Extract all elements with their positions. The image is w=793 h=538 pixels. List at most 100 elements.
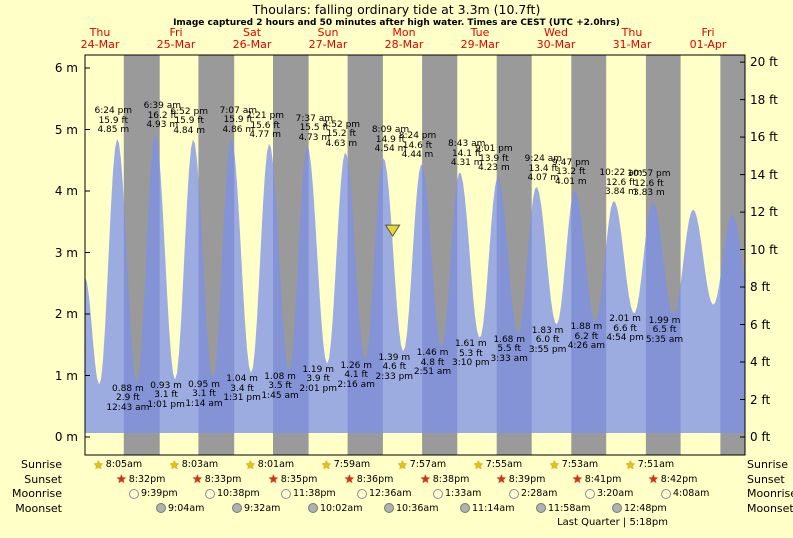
astro-time-text: 9:39pm [141, 488, 178, 499]
annotation-line: 7:07 am [219, 105, 257, 116]
annotation-line: 6:52 pm [170, 106, 208, 117]
astro-time-text: 7:51am [637, 459, 675, 470]
sunset-marker-icon: ★ [268, 472, 279, 486]
astro-time-text: 8:01am [257, 459, 295, 470]
annotation-line: 1.19 m [302, 364, 335, 375]
annotation-line: 1.61 m [454, 339, 487, 349]
moonrise-marker-icon [585, 488, 595, 499]
annotation-line: 2:01 pm [299, 383, 337, 394]
annotation-line: 4.8 ft [420, 357, 445, 368]
high-tide-annotation: 7:21 pm 15.6 ft 4.77 m [246, 112, 284, 141]
moonrise-time: 12:36am [357, 487, 411, 500]
annotation-line: 4.54 m [374, 144, 407, 155]
day-label: Sat 26-Mar [232, 26, 272, 51]
astro-time-text: 7:59am [333, 459, 371, 470]
annotation-line: 7:37 am [295, 113, 333, 124]
y-axis-label-meters: 1 m [54, 368, 78, 383]
day-label: Thu 24-Mar [80, 26, 120, 51]
annotation-line: 3.9 ft [306, 374, 331, 385]
sunset-time: ★ 8:33pm [192, 473, 241, 486]
annotation-line: 2:16 am [337, 379, 375, 390]
moonset-row-label: Moonset [747, 501, 793, 515]
annotation-line: 9:47 pm [552, 157, 590, 168]
high-tide-annotation: 10:22 am 12.6 ft 3.84 m [599, 169, 642, 198]
astro-time-text: 8:35pm [280, 473, 318, 485]
annotation-line: 0.95 m [188, 379, 220, 390]
day-label: Sun 27-Mar [308, 26, 348, 51]
sunrise-time: ★ 7:59am [321, 458, 370, 471]
annotation-line: 13.4 ft [528, 163, 559, 174]
annotation-line: 4.23 m [478, 163, 510, 174]
annotation-line: 10:22 am [599, 168, 643, 179]
annotation-line: 8:43 am [448, 139, 486, 150]
moonrise-marker-icon [357, 488, 367, 499]
sunrise-marker-icon: ★ [625, 457, 636, 472]
sunset-marker-icon: ★ [496, 472, 507, 486]
annotation-line: 3:55 pm [528, 344, 567, 355]
sunrise-marker-icon: ★ [169, 457, 180, 472]
sunrise-marker-icon: ★ [93, 457, 104, 472]
annotation-line: 3.1 ft [154, 390, 178, 401]
low-tide-annotation: 1.68 m 5.5 ft 3:33 am [491, 335, 528, 365]
annotation-line: 5:35 am [645, 334, 684, 345]
sunset-marker-icon: ★ [572, 472, 583, 486]
annotation-line: 6.0 ft [535, 335, 560, 345]
annotation-line: 6:39 am [143, 101, 181, 112]
day-label: Thu 31-Mar [612, 26, 652, 51]
annotation-line: 4.1 ft [344, 370, 369, 380]
annotation-line: 5.3 ft [458, 348, 483, 359]
annotation-line: 0.93 m [150, 380, 182, 391]
astro-time-text: 11:38pm [293, 488, 336, 499]
annotation-line: 12.6 ft [606, 177, 636, 188]
current-tide-marker-icon [384, 224, 401, 238]
annotation-line: 14.9 ft [375, 134, 406, 145]
day-label: Fri 01-Apr [689, 26, 727, 51]
annotation-line: 4.01 m [554, 176, 587, 187]
high-tide-annotation: 8:09 am 14.9 ft 4.54 m [372, 126, 409, 155]
annotation-line: 5.5 ft [497, 344, 522, 355]
sunset-row-label: Sunset [747, 472, 785, 486]
sunset-row-label: Sunset [24, 472, 62, 486]
annotation-line: 4.63 m [325, 138, 358, 149]
high-tide-annotation: 8:24 pm 14.6 ft 4.44 m [399, 132, 437, 161]
astro-time-text: 8:32pm [128, 473, 166, 485]
sunset-time: ★ 8:42pm [648, 473, 697, 486]
astro-time-text: 9:04am [168, 502, 205, 514]
sunset-time: ★ 8:36pm [344, 473, 393, 486]
sunrise-time: ★ 7:51am [625, 458, 674, 471]
astro-time-text: 12:48pm [624, 502, 667, 514]
high-tide-annotation: 7:07 am 15.9 ft 4.86 m [219, 105, 257, 136]
astro-time-text: 8:36pm [356, 473, 394, 485]
moonset-time: 10:02am [308, 502, 362, 515]
moonset-time: 9:04am [156, 502, 204, 515]
annotation-line: 13.9 ft [479, 153, 509, 164]
annotation-line: 1:45 am [261, 390, 299, 401]
moonrise-time: 2:28am [509, 487, 557, 500]
annotation-line: 2.9 ft [116, 393, 140, 404]
annotation-line: 1:01 pm [147, 399, 185, 410]
moonset-time: 12:48pm [612, 502, 667, 515]
high-tide-annotation: 7:52 pm 15.2 ft 4.63 m [323, 120, 361, 150]
low-tide-annotation: 1.99 m 6.5 ft 5:35 am [645, 316, 684, 346]
chart-subtitle: Image captured 2 hours and 50 minutes af… [173, 18, 620, 28]
sunrise-marker-icon: ★ [473, 457, 484, 472]
low-tide-annotation: 1.61 m 5.3 ft 3:10 pm [452, 339, 490, 369]
moon-phase-label: Last Quarter | 5:18pm [557, 517, 668, 528]
sunrise-marker-icon: ★ [321, 457, 332, 472]
annotation-line: 15.9 ft [223, 115, 254, 126]
astro-time-text: 2:28am [521, 488, 558, 499]
annotation-line: 4.07 m [527, 173, 560, 184]
annotation-line: 15.9 ft [98, 115, 129, 126]
y-axis-label-feet: 2 ft [750, 392, 771, 407]
annotation-line: 12.6 ft [634, 178, 664, 189]
annotation-line: 1.08 m [264, 371, 296, 382]
sunset-time: ★ 8:35pm [268, 473, 317, 486]
y-axis-label-meters: 2 m [54, 307, 78, 321]
annotation-line: 4.86 m [222, 124, 255, 135]
y-axis-label-feet: 20 ft [750, 55, 778, 70]
moonset-time: 11:14am [460, 502, 514, 515]
low-tide-annotation: 0.88 m 2.9 ft 12:43 am [106, 384, 149, 414]
day-label: Wed 30-Mar [536, 26, 576, 51]
annotation-line: 4.84 m [173, 125, 206, 136]
